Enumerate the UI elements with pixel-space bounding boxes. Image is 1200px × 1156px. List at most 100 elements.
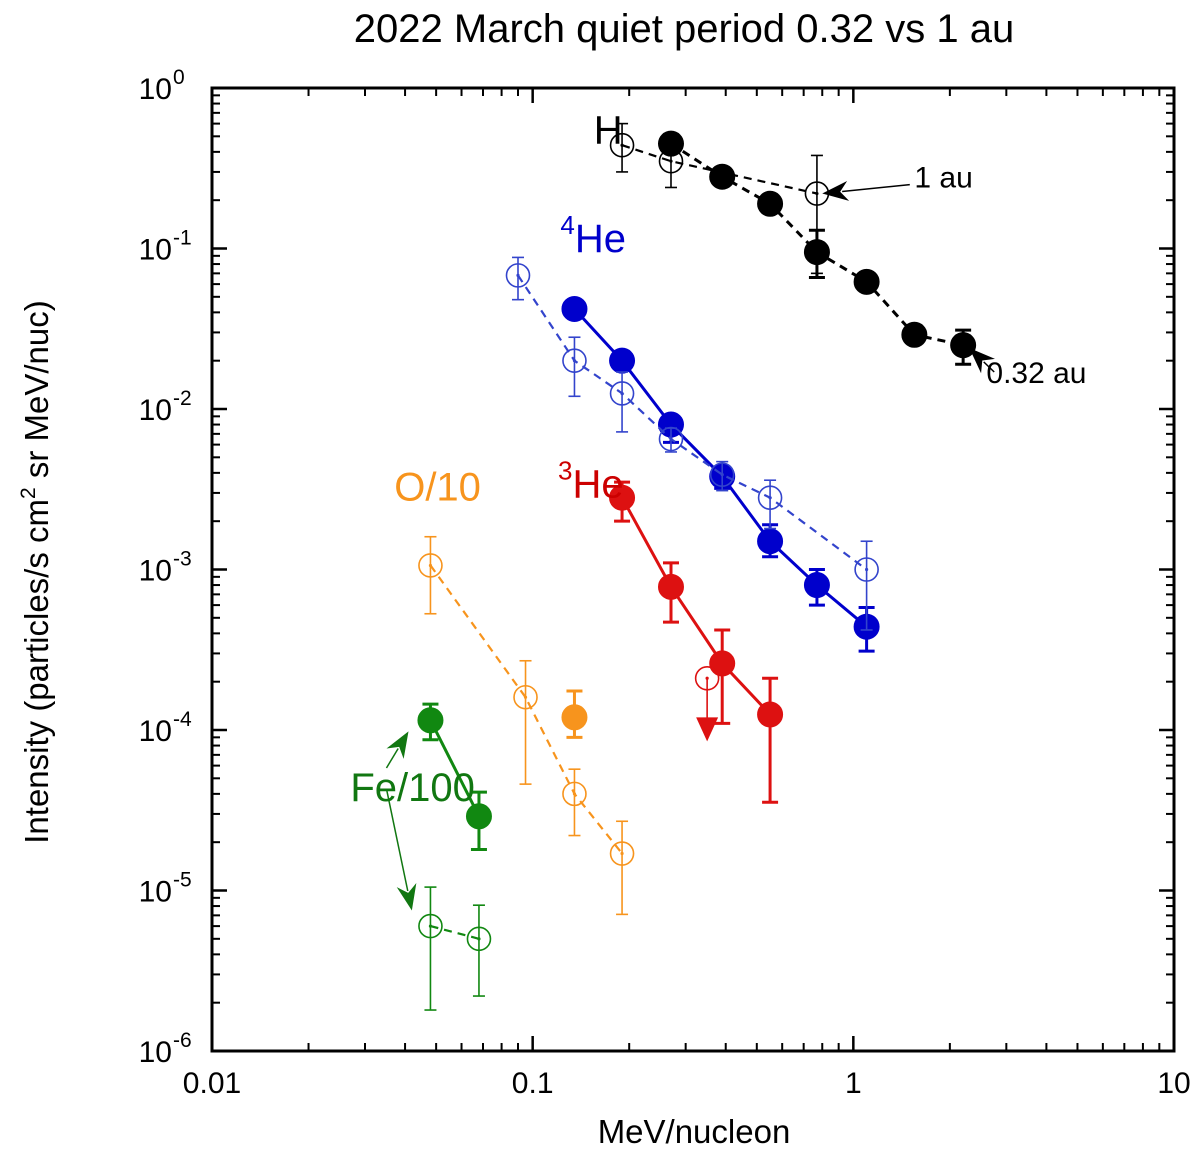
series-fe-100-0-32-au — [417, 702, 492, 852]
data-point — [418, 553, 443, 578]
data-point — [658, 426, 684, 452]
data-point — [803, 572, 830, 599]
data-point — [709, 650, 736, 677]
data-point — [709, 462, 735, 487]
data-point-center — [669, 159, 673, 163]
data-point — [709, 163, 736, 190]
series-label: H — [594, 109, 623, 153]
series-4he-1-au — [505, 256, 879, 631]
y-tick-exponent: -5 — [173, 869, 192, 892]
x-tick-label: 1 — [845, 1067, 862, 1100]
data-point — [609, 132, 635, 158]
data-point-center — [705, 676, 709, 680]
data-point — [757, 190, 784, 217]
data-point — [854, 557, 879, 582]
annotation-arrow-line — [842, 183, 910, 193]
data-point — [417, 707, 444, 734]
x-tick-label: 0.01 — [183, 1067, 241, 1100]
annotation-arrow-line — [385, 748, 399, 769]
data-point-center — [768, 496, 772, 500]
y-tick-label: 10 — [139, 73, 172, 106]
data-point — [658, 148, 684, 174]
y-tick-exponent: 0 — [173, 66, 185, 89]
data-point-center — [572, 359, 577, 363]
series-line — [430, 925, 480, 940]
series-fe-100-1-au — [418, 886, 492, 1011]
data-point-center — [523, 695, 528, 699]
data-series — [417, 122, 977, 1011]
series-line — [429, 564, 623, 855]
x-tick-label: 0.1 — [512, 1067, 554, 1100]
series-label: 3He — [558, 456, 624, 507]
y-axis-label-sup: 2 — [17, 487, 40, 499]
data-point — [609, 841, 635, 866]
annotation-arrowhead — [386, 731, 409, 759]
series-o-10-1-au — [418, 535, 635, 916]
y-tick-label: 10 — [139, 715, 172, 748]
annotation-arrowhead — [969, 347, 995, 374]
y-tick-label: 10 — [139, 876, 172, 909]
y-axis-label: Intensity (particles/s cm2 sr MeV/nuc) — [17, 300, 55, 844]
data-point — [609, 484, 636, 511]
data-point — [505, 263, 531, 288]
series-label-main: He — [573, 463, 624, 507]
data-point — [466, 926, 492, 952]
y-axis-label-rest: sr MeV/nuc) — [18, 300, 55, 487]
data-point — [562, 781, 587, 807]
y-tick-exponent: -4 — [173, 708, 192, 731]
data-point-center — [669, 437, 673, 441]
upper-limit-arrow — [696, 717, 719, 742]
series-label-sup: 3 — [558, 456, 572, 486]
x-tick-label: 10 — [1157, 1067, 1190, 1100]
y-tick-label: 10 — [139, 555, 172, 588]
data-point — [609, 381, 635, 406]
annotation-arrow-line — [983, 361, 995, 373]
data-point-center — [572, 792, 577, 796]
data-point-center — [620, 391, 624, 396]
series-line — [620, 496, 772, 716]
annotation-arrow-line — [385, 788, 409, 892]
data-point — [950, 332, 977, 359]
series-label: O/10 — [394, 465, 481, 509]
data-point-center — [428, 563, 433, 568]
data-point-center — [620, 851, 624, 856]
data-point-center — [428, 924, 433, 928]
y-tick-exponent: -1 — [173, 227, 192, 250]
data-point-center — [477, 937, 481, 941]
series-line — [621, 144, 818, 195]
series-3he-0-32-au — [609, 480, 784, 804]
data-point — [757, 701, 784, 728]
data-point — [561, 295, 588, 322]
data-point-center — [720, 473, 724, 477]
data-point — [757, 485, 783, 511]
y-tick-label: 10 — [139, 234, 172, 267]
series-o-10-0-32-au — [561, 689, 588, 739]
data-point — [465, 803, 492, 830]
annotation-label: 0.32 au — [986, 357, 1086, 390]
plot-frame — [210, 86, 1176, 1053]
series-line — [429, 719, 481, 817]
y-tick-exponent: -3 — [173, 548, 192, 571]
data-point-center — [815, 191, 819, 196]
data-point — [561, 704, 588, 731]
data-point — [657, 573, 684, 600]
series-3he-1-au — [694, 665, 720, 742]
data-point — [694, 665, 720, 691]
y-tick-label: 10 — [139, 394, 172, 427]
chart-title: 2022 March quiet period 0.32 vs 1 au — [354, 7, 1014, 51]
data-point-center — [516, 273, 520, 277]
data-point-center — [865, 567, 869, 572]
annotation-label: 1 au — [914, 161, 972, 194]
data-point — [901, 321, 928, 348]
y-tick-exponent: -6 — [173, 1029, 192, 1052]
series-label-main: He — [575, 217, 626, 261]
data-point — [757, 528, 784, 555]
series-h-1-au — [609, 122, 830, 275]
data-point-center — [620, 143, 624, 147]
data-point — [609, 347, 636, 374]
y-axis-label-main: Intensity (particles/s cm — [18, 499, 55, 844]
annotation-arrowhead — [396, 883, 417, 911]
